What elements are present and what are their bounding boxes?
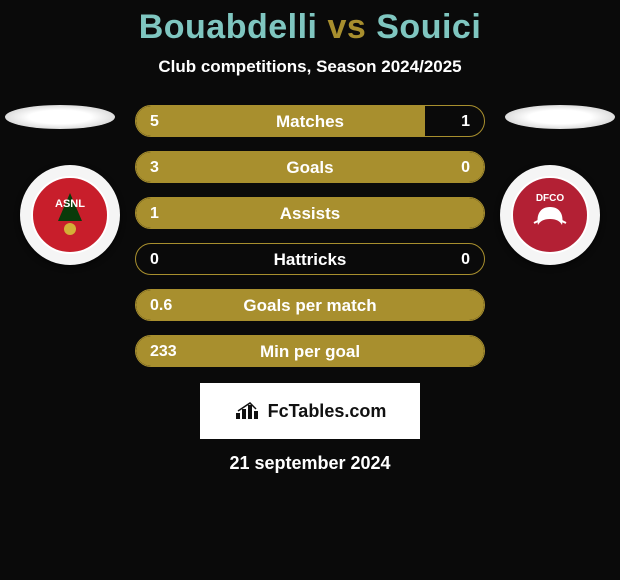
stat-row: 233Min per goal xyxy=(135,335,485,367)
stat-label: Goals xyxy=(136,152,484,183)
player1-name: Bouabdelli xyxy=(139,8,318,46)
shadow-ellipse-left xyxy=(5,105,115,129)
stat-row: 0.6Goals per match xyxy=(135,289,485,321)
crest-left: ASNL xyxy=(30,175,110,255)
stat-row: 0Hattricks0 xyxy=(135,243,485,275)
chart-icon xyxy=(234,401,264,421)
stat-bars: 5Matches13Goals01Assists0Hattricks00.6Go… xyxy=(135,105,485,367)
stat-right-value: 0 xyxy=(461,152,470,183)
vs-text: vs xyxy=(327,8,366,46)
crest-left-abbr: ASNL xyxy=(55,198,85,210)
stat-label: Min per goal xyxy=(136,336,484,367)
player2-name: Souici xyxy=(376,8,481,46)
stat-label: Goals per match xyxy=(136,290,484,321)
crest-right-abbr: DFCO xyxy=(536,193,565,204)
stat-row: 3Goals0 xyxy=(135,151,485,183)
date-text: 21 september 2024 xyxy=(0,453,620,474)
shadow-ellipse-right xyxy=(505,105,615,129)
stat-row: 5Matches1 xyxy=(135,105,485,137)
branding-box: FcTables.com xyxy=(200,383,420,439)
branding-text: FcTables.com xyxy=(268,401,387,422)
crest-right: DFCO xyxy=(510,175,590,255)
subtitle: Club competitions, Season 2024/2025 xyxy=(0,57,620,77)
team-badge-right: DFCO xyxy=(500,165,600,265)
stat-label: Hattricks xyxy=(136,244,484,275)
stat-right-value: 1 xyxy=(461,106,470,137)
stats-panel: ASNL DFCO 5Matches13Goals01Assists0Hattr… xyxy=(0,105,620,367)
comparison-title: Bouabdelli vs Souici xyxy=(0,0,620,47)
team-badge-left: ASNL xyxy=(20,165,120,265)
stat-label: Assists xyxy=(136,198,484,229)
stat-right-value: 0 xyxy=(461,244,470,275)
stat-label: Matches xyxy=(136,106,484,137)
stat-row: 1Assists xyxy=(135,197,485,229)
